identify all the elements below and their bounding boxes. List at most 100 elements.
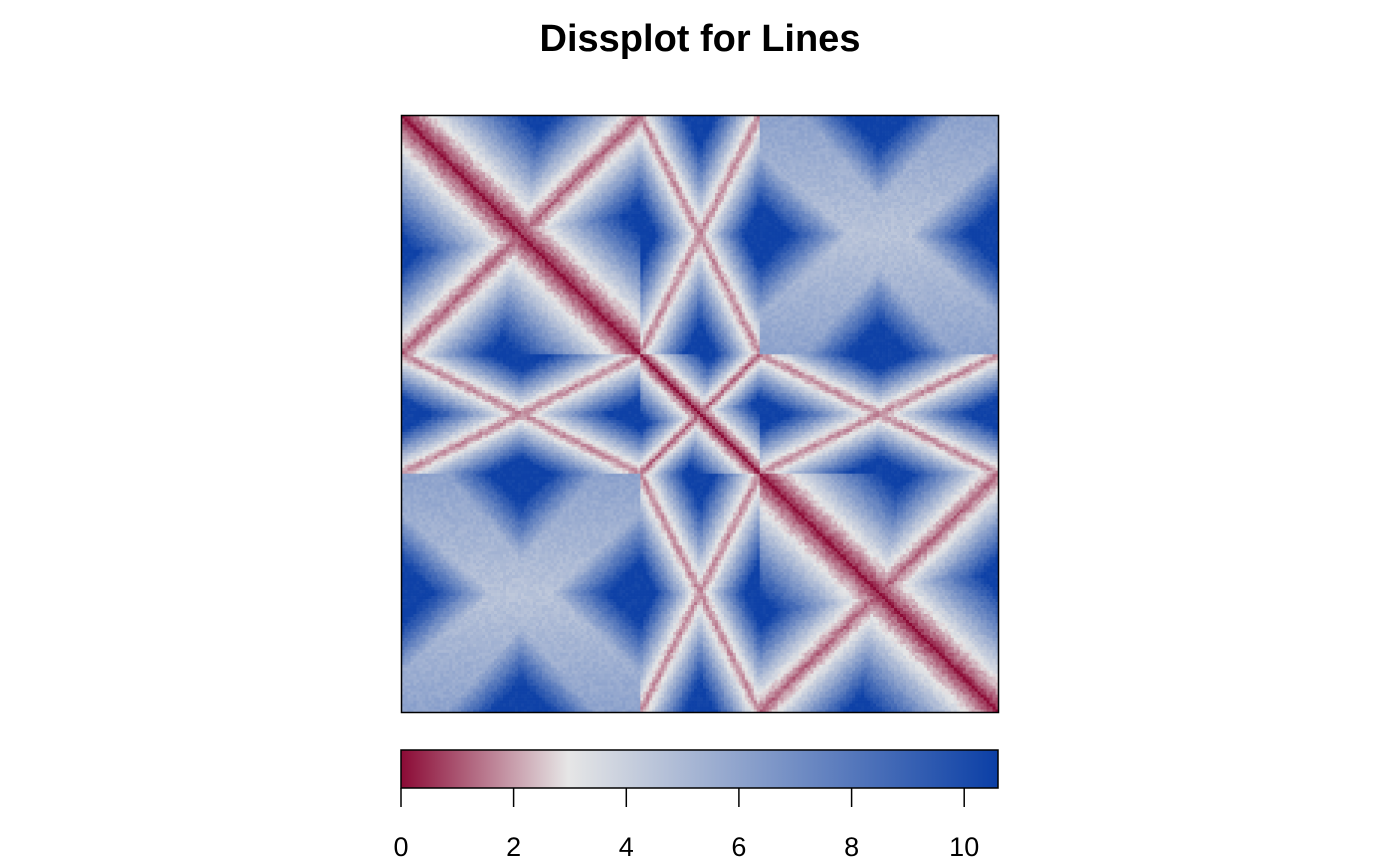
- heatmap-cell: [908, 145, 913, 149]
- heatmap-cell: [404, 172, 408, 176]
- heatmap-cell: [664, 160, 668, 164]
- heatmap-cell: [974, 181, 978, 185]
- heatmap-cell: [837, 133, 841, 137]
- heatmap-cell: [502, 127, 507, 131]
- heatmap-cell: [935, 124, 940, 128]
- heatmap-cell: [419, 139, 423, 143]
- heatmap-cell: [625, 181, 629, 185]
- heatmap-cell: [529, 184, 534, 188]
- heatmap-cell: [759, 145, 764, 149]
- heatmap-cell: [574, 118, 578, 122]
- heatmap-cell: [553, 115, 558, 119]
- heatmap-cell: [908, 124, 913, 128]
- heatmap-cell: [577, 145, 581, 149]
- heatmap-cell: [610, 172, 614, 176]
- heatmap-cell: [565, 178, 569, 182]
- heatmap-cell: [962, 169, 967, 173]
- heatmap-cell: [735, 166, 740, 170]
- heatmap-cell: [861, 115, 865, 119]
- heatmap-cell: [685, 160, 689, 164]
- heatmap-cell: [971, 160, 975, 164]
- heatmap-cell: [634, 172, 638, 176]
- heatmap-cell: [867, 166, 871, 170]
- heatmap-cell: [711, 163, 716, 167]
- heatmap-cell: [986, 127, 990, 131]
- heatmap-cell: [538, 121, 543, 125]
- heatmap-cell: [801, 145, 805, 149]
- heatmap-cell: [804, 139, 808, 143]
- heatmap-cell: [774, 118, 778, 122]
- heatmap-cell: [694, 160, 698, 164]
- heatmap-cell: [613, 154, 617, 158]
- heatmap-cell: [434, 187, 438, 191]
- heatmap-cell: [473, 133, 477, 137]
- heatmap-cell: [622, 157, 626, 161]
- heatmap-cell: [908, 157, 913, 161]
- heatmap-cell: [589, 133, 593, 137]
- heatmap-cell: [995, 121, 999, 125]
- heatmap-cell: [917, 118, 922, 122]
- heatmap-cell: [867, 115, 871, 119]
- heatmap-cell: [744, 139, 749, 143]
- heatmap-cell: [685, 178, 689, 182]
- heatmap-cell: [416, 127, 420, 131]
- heatmap-cell: [443, 160, 447, 164]
- heatmap-cell: [771, 127, 775, 131]
- heatmap-cell: [652, 166, 656, 170]
- heatmap-cell: [822, 187, 826, 191]
- heatmap-cell: [861, 157, 865, 161]
- heatmap-cell: [664, 175, 668, 179]
- heatmap-cell: [565, 145, 569, 149]
- heatmap-cell: [861, 187, 865, 191]
- heatmap-cell: [464, 160, 468, 164]
- heatmap-cell: [679, 163, 683, 167]
- heatmap-cell: [580, 157, 584, 161]
- heatmap-cell: [995, 163, 999, 167]
- heatmap-cell: [852, 133, 856, 137]
- heatmap-cell: [428, 133, 432, 137]
- heatmap-cell: [861, 145, 865, 149]
- heatmap-cell: [753, 163, 758, 167]
- heatmap-cell: [470, 157, 474, 161]
- heatmap-cell: [897, 136, 901, 140]
- heatmap-cell: [401, 178, 405, 182]
- heatmap-cell: [523, 127, 528, 131]
- heatmap-cell: [649, 169, 653, 173]
- heatmap-cell: [407, 184, 411, 188]
- heatmap-cell: [726, 121, 731, 125]
- heatmap-cell: [840, 172, 844, 176]
- heatmap-cell: [631, 175, 635, 179]
- heatmap-cell: [911, 136, 916, 140]
- heatmap-cell: [461, 121, 465, 125]
- heatmap-cell: [508, 163, 513, 167]
- heatmap-cell: [947, 166, 952, 170]
- heatmap-cell: [720, 118, 725, 122]
- heatmap-cell: [479, 133, 483, 137]
- heatmap-cell: [738, 172, 743, 176]
- heatmap-cell: [568, 130, 572, 134]
- heatmap-cell: [753, 124, 758, 128]
- heatmap-cell: [652, 187, 656, 191]
- heatmap-cell: [413, 130, 417, 134]
- heatmap-cell: [583, 151, 587, 155]
- heatmap-cell: [923, 136, 928, 140]
- heatmap-cell: [700, 175, 704, 179]
- heatmap-cell: [482, 184, 486, 188]
- heatmap-cell: [670, 121, 674, 125]
- heatmap-cell: [723, 127, 728, 131]
- heatmap-cell: [613, 127, 617, 131]
- heatmap-cell: [461, 175, 465, 179]
- heatmap-cell: [485, 151, 489, 155]
- heatmap-cell: [431, 136, 435, 140]
- heatmap-cell: [628, 175, 632, 179]
- heatmap-cell: [765, 118, 769, 122]
- heatmap-cell: [431, 160, 435, 164]
- heatmap-cell: [980, 151, 984, 155]
- heatmap-cell: [592, 148, 596, 152]
- heatmap-cell: [431, 133, 435, 137]
- heatmap-cell: [953, 154, 958, 158]
- heatmap-cell: [986, 184, 990, 188]
- heatmap-cell: [971, 178, 975, 182]
- heatmap-cell: [404, 127, 408, 131]
- heatmap-cell: [529, 118, 534, 122]
